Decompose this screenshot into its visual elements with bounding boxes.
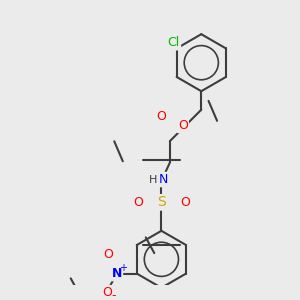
Text: N: N [112,267,122,280]
Text: N: N [159,173,168,186]
Text: O: O [180,196,190,209]
Text: H: H [149,175,158,184]
Text: O: O [157,110,166,123]
Text: +: + [119,263,127,273]
Text: O: O [103,248,113,261]
Text: Cl: Cl [168,36,180,49]
Text: O: O [178,119,188,132]
Text: O: O [103,286,112,299]
Text: O: O [133,196,143,209]
Text: -: - [111,289,116,300]
Text: S: S [157,195,166,209]
